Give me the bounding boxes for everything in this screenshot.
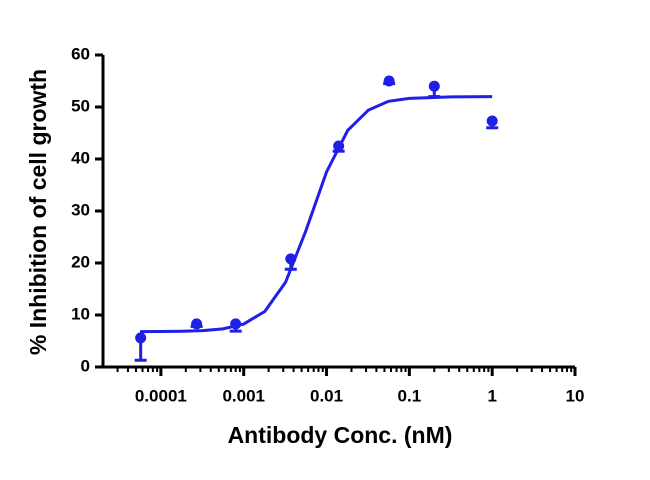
y-tick-label: 60 — [71, 44, 90, 63]
fit-curve — [140, 95, 493, 334]
data-point — [135, 332, 147, 344]
x-axis-title: Antibody Conc. (nM) — [228, 422, 453, 448]
x-tick-label: 10 — [566, 386, 585, 405]
x-tick-label: 0.1 — [398, 386, 422, 405]
y-tick-label: 10 — [71, 304, 90, 323]
data-point — [285, 253, 297, 265]
x-tick-label: 0.01 — [310, 386, 343, 405]
y-tick-label: 40 — [71, 148, 90, 167]
data-point — [230, 318, 242, 330]
data-point — [333, 140, 345, 152]
y-tick-label: 30 — [71, 200, 90, 219]
x-tick-label: 1 — [487, 386, 496, 405]
y-tick-label: 50 — [71, 96, 90, 115]
y-tick-label: 0 — [81, 356, 90, 375]
data-point — [486, 115, 498, 127]
y-axis-title: % Inhibition of cell growth — [25, 69, 51, 355]
data-point — [383, 75, 395, 87]
y-tick-label: 20 — [71, 252, 90, 271]
x-tick-label: 0.0001 — [135, 386, 187, 405]
data-point — [191, 318, 203, 330]
x-tick-label: 0.001 — [222, 386, 265, 405]
data-point — [428, 80, 440, 92]
